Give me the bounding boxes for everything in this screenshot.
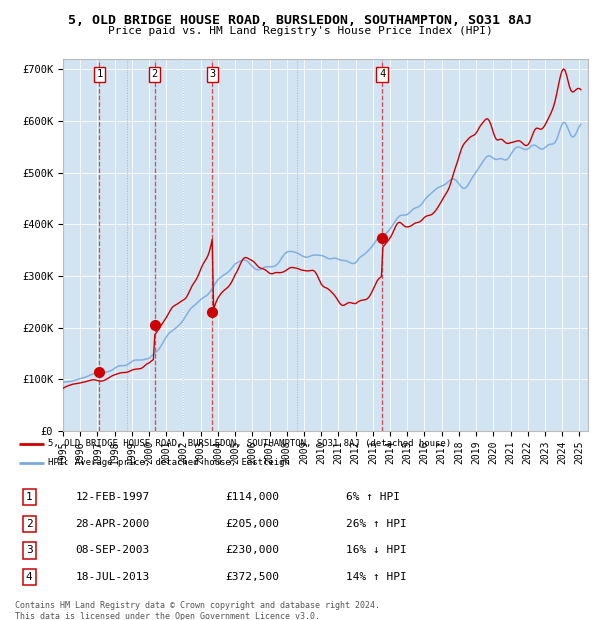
Text: 12-FEB-1997: 12-FEB-1997 (76, 492, 149, 502)
Text: HPI: Average price, detached house, Eastleigh: HPI: Average price, detached house, East… (48, 458, 290, 467)
Bar (155, 59, 212, 431)
Text: 3: 3 (26, 546, 32, 556)
Text: Price paid vs. HM Land Registry's House Price Index (HPI): Price paid vs. HM Land Registry's House … (107, 26, 493, 36)
Text: 26% ↑ HPI: 26% ↑ HPI (346, 519, 407, 529)
Text: 2: 2 (26, 519, 32, 529)
Text: 18-JUL-2013: 18-JUL-2013 (76, 572, 149, 582)
Bar (63, 59, 100, 431)
Bar (382, 59, 588, 431)
Text: £372,500: £372,500 (225, 572, 279, 582)
Text: 1: 1 (26, 492, 32, 502)
Text: 14% ↑ HPI: 14% ↑ HPI (346, 572, 407, 582)
Text: 5, OLD BRIDGE HOUSE ROAD, BURSLEDON, SOUTHAMPTON, SO31 8AJ (detached house): 5, OLD BRIDGE HOUSE ROAD, BURSLEDON, SOU… (48, 439, 451, 448)
Text: 2: 2 (152, 69, 158, 79)
Bar (100, 59, 155, 431)
Bar (212, 59, 382, 431)
Text: £114,000: £114,000 (225, 492, 279, 502)
Text: 28-APR-2000: 28-APR-2000 (76, 519, 149, 529)
Text: 08-SEP-2003: 08-SEP-2003 (76, 546, 149, 556)
Text: 1: 1 (97, 69, 103, 79)
Text: 6% ↑ HPI: 6% ↑ HPI (346, 492, 400, 502)
Text: £230,000: £230,000 (225, 546, 279, 556)
Text: 4: 4 (26, 572, 32, 582)
Text: 5, OLD BRIDGE HOUSE ROAD, BURSLEDON, SOUTHAMPTON, SO31 8AJ: 5, OLD BRIDGE HOUSE ROAD, BURSLEDON, SOU… (68, 14, 532, 27)
Text: 16% ↓ HPI: 16% ↓ HPI (346, 546, 407, 556)
Text: Contains HM Land Registry data © Crown copyright and database right 2024.
This d: Contains HM Land Registry data © Crown c… (15, 601, 380, 620)
Text: £205,000: £205,000 (225, 519, 279, 529)
Text: 4: 4 (379, 69, 385, 79)
Text: 3: 3 (209, 69, 215, 79)
